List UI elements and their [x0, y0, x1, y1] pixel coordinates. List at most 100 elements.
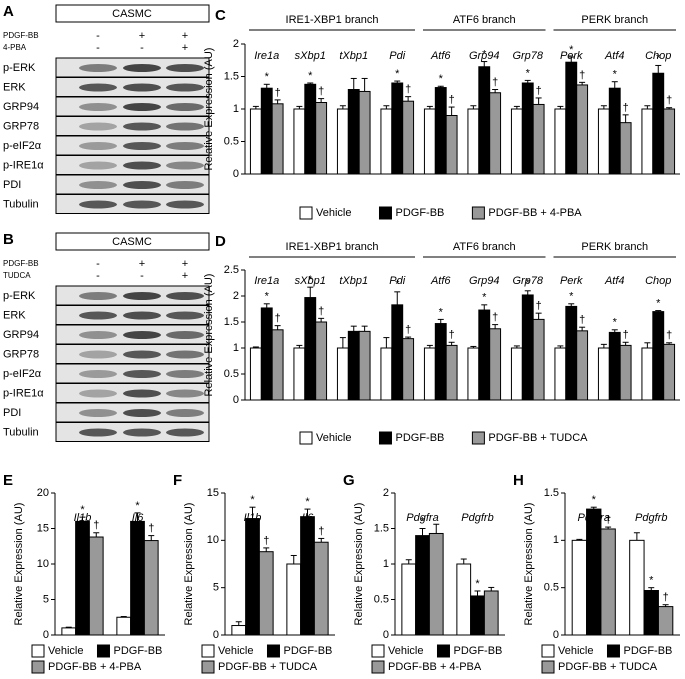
significance-marker: † — [449, 329, 455, 341]
y-axis-label: Relative Expression (AU) — [203, 274, 215, 397]
bar — [271, 103, 284, 175]
bar — [565, 61, 578, 175]
treatment-label: 4-PBA — [3, 43, 27, 52]
band — [123, 161, 161, 170]
category-label: sXbp1 — [295, 275, 326, 287]
band — [166, 389, 204, 398]
significance-marker: * — [613, 69, 618, 81]
y-tick-label: 0 — [43, 629, 49, 641]
bar — [571, 539, 588, 636]
y-tick-label: 2.5 — [224, 264, 239, 276]
panel-letter: A — [3, 3, 14, 20]
band — [79, 292, 117, 300]
bar — [88, 536, 104, 636]
y-tick-label: 0 — [233, 168, 239, 180]
band-label: Tubulin — [3, 426, 39, 438]
bar — [271, 329, 284, 401]
legend-label: PDGF-BB — [395, 207, 444, 219]
significance-marker: † — [623, 102, 629, 114]
bar — [401, 563, 417, 636]
bar — [619, 344, 632, 401]
legend-label: Vehicle — [316, 432, 351, 444]
significance-marker: * — [569, 44, 574, 56]
treatment-sign: + — [182, 30, 188, 42]
bar — [470, 595, 485, 636]
category-label: Atf6 — [430, 50, 451, 62]
band-label: p-eIF2α — [3, 368, 42, 380]
significance-marker: * — [526, 278, 531, 290]
bar — [576, 84, 589, 175]
bar — [663, 343, 676, 401]
band — [79, 331, 117, 339]
band — [79, 142, 117, 150]
bar — [483, 590, 499, 636]
band — [123, 428, 161, 437]
category-label: Pdgfrb — [461, 512, 493, 524]
band — [123, 370, 161, 378]
bar — [380, 347, 393, 401]
bar — [293, 347, 306, 401]
bar — [130, 520, 145, 636]
bar — [116, 616, 132, 636]
band — [79, 389, 117, 398]
band-label: p-IRE1α — [3, 159, 44, 171]
band-label: Tubulin — [3, 198, 39, 210]
band — [166, 83, 204, 92]
bar — [415, 535, 430, 636]
legend-swatch — [606, 644, 620, 658]
band-label: p-ERK — [3, 62, 36, 74]
band — [123, 83, 161, 92]
group-label: PERK branch — [581, 241, 648, 253]
y-tick-label: 20 — [37, 487, 49, 499]
legend-label: Vehicle — [558, 645, 593, 657]
category-label: Pdi — [389, 275, 405, 287]
bar — [445, 115, 458, 175]
significance-marker: † — [318, 525, 324, 537]
legend-label: PDGF-BB — [395, 432, 444, 444]
band — [123, 64, 161, 72]
bar — [657, 606, 674, 636]
bar — [380, 108, 393, 175]
category-label: tXbp1 — [339, 275, 368, 287]
band — [79, 64, 117, 72]
bar — [652, 311, 665, 401]
y-tick-label: 2 — [383, 487, 389, 499]
category-label: Grp78 — [512, 275, 543, 287]
significance-marker: † — [536, 85, 542, 97]
bar — [347, 89, 360, 175]
bar — [258, 551, 274, 636]
bar — [456, 563, 472, 636]
significance-marker: † — [605, 514, 611, 526]
band — [123, 142, 161, 150]
bar — [663, 108, 676, 175]
y-axis-label: Relative Expression (AU) — [183, 503, 195, 626]
bar — [391, 82, 404, 175]
band — [79, 181, 117, 189]
y-tick-label: 1 — [553, 534, 559, 546]
band-label: GRP78 — [3, 120, 39, 132]
cell-box — [55, 232, 210, 251]
significance-marker: * — [395, 68, 400, 80]
legend-swatch — [371, 660, 385, 674]
significance-marker: † — [449, 94, 455, 106]
band — [166, 64, 204, 72]
band — [123, 311, 161, 320]
significance-marker: * — [482, 292, 487, 304]
band — [166, 103, 204, 111]
legend-label: PDGF-BB — [283, 645, 332, 657]
legend-label: PDGF-BB — [623, 645, 672, 657]
band — [166, 161, 204, 170]
band — [79, 409, 117, 417]
significance-marker: † — [263, 535, 269, 547]
band — [123, 409, 161, 417]
significance-marker: † — [623, 329, 629, 341]
y-axis-label: Relative Expression (AU) — [13, 503, 25, 626]
significance-marker: * — [526, 67, 531, 79]
significance-marker: * — [656, 297, 661, 309]
bar — [304, 83, 317, 175]
y-axis-label: Relative Expression (AU) — [523, 503, 535, 626]
category-label: Ire1a — [254, 275, 279, 287]
band — [123, 292, 161, 300]
y-tick-label: 0 — [213, 629, 219, 641]
y-tick-label: 1.5 — [544, 487, 559, 499]
